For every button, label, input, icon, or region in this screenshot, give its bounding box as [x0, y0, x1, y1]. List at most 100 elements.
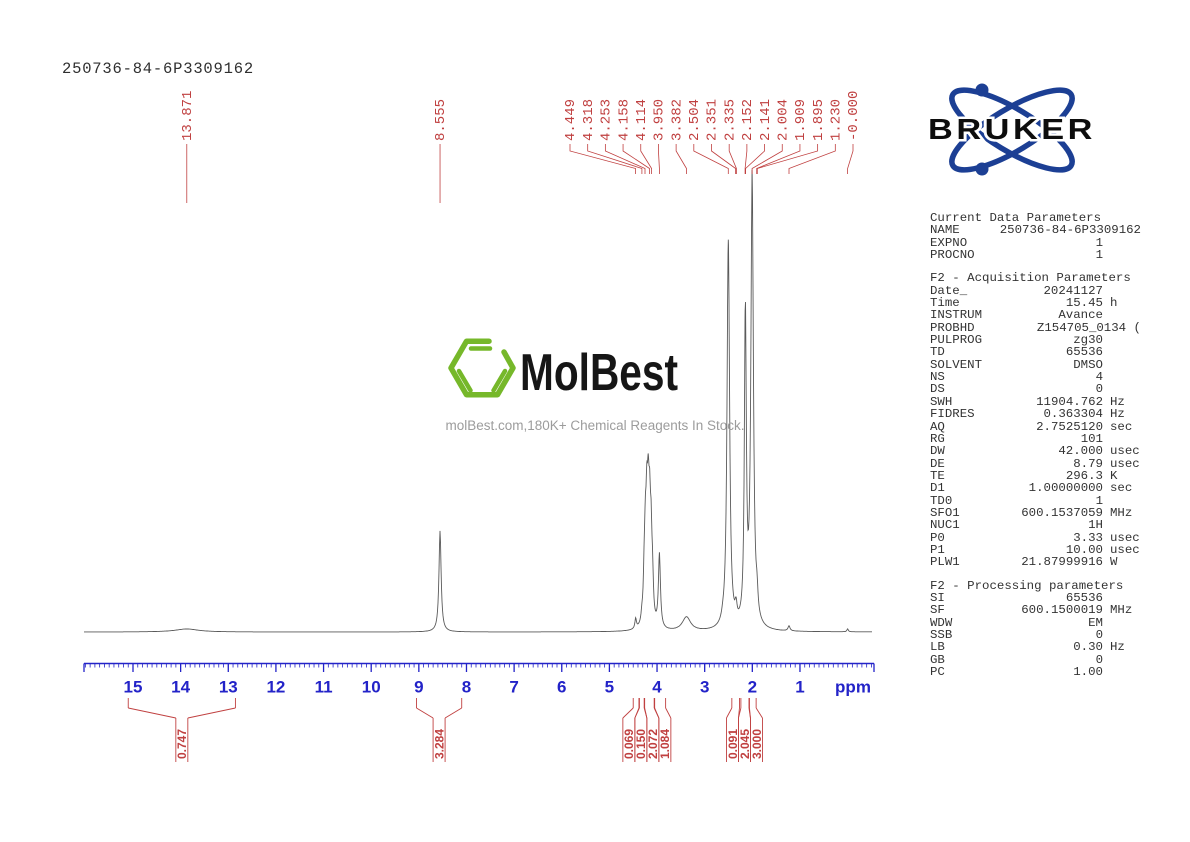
param-row: TD0 1: [930, 494, 1141, 507]
axis-tick-label: 6: [557, 678, 566, 697]
param-value: 101: [1080, 431, 1103, 446]
param-key: SSB: [930, 628, 953, 642]
integral-value-label: 2.072: [646, 729, 660, 759]
param-key: SFO1: [930, 505, 960, 520]
param-value: 10.00: [1065, 542, 1103, 557]
param-value: 600.1537059: [1021, 505, 1103, 520]
peak-shift-label: 4.114: [634, 99, 650, 141]
watermark-tagline: molBest.com,180K+ Chemical Reagents In S…: [445, 418, 745, 433]
param-row: GB 0: [930, 652, 1141, 667]
param-unit: [1103, 309, 1141, 321]
param-row: Time 15.45 h: [930, 296, 1141, 311]
param-unit: [1103, 237, 1141, 249]
param-unit: [1103, 666, 1141, 678]
axis-tick-label: 5: [605, 678, 614, 697]
molbest-watermark: MolBest molBest.com,180K+ Chemical Reage…: [440, 330, 750, 433]
param-key: P1: [930, 542, 945, 557]
param-value: Avance: [1058, 308, 1103, 323]
param-row: PLW1 21.87999916 W: [930, 555, 1141, 570]
param-value: 3.33: [1073, 530, 1103, 545]
integral-value-label: 0.150: [634, 729, 648, 759]
peak-shift-label: 1.230: [829, 99, 845, 141]
integral-bracket: [749, 707, 751, 719]
param-value: 21.87999916: [1021, 555, 1103, 570]
peak-leader-line: [604, 144, 646, 174]
param-value: 2.7525120: [1036, 419, 1103, 434]
param-unit: Hz: [1110, 640, 1125, 655]
param-unit: MHz: [1110, 603, 1133, 618]
peak-shift-label: 4.158: [616, 99, 632, 141]
peak-leader-line: [745, 144, 765, 174]
param-key: FIDRES: [930, 407, 975, 422]
param-row: INSTRUM Avance: [930, 308, 1141, 323]
axis-tick-label: 9: [414, 678, 423, 697]
peak-shift-label: 2.335: [722, 99, 738, 141]
param-row: PROCNO 1: [930, 248, 1141, 263]
param-value: DMSO: [1073, 357, 1103, 372]
peak-leader-line: [711, 144, 736, 174]
param-unit: [1103, 346, 1141, 358]
peak-shift-label: 2.152: [740, 99, 756, 141]
param-unit: [1103, 359, 1141, 371]
peak-shift-label: 2.004: [776, 99, 792, 141]
peak-leader-line: [693, 144, 729, 174]
peak-leader-line: [622, 144, 650, 174]
param-key: EXPNO: [930, 235, 968, 250]
peak-leader-line: [728, 144, 737, 174]
param-row: EXPNO 1: [930, 235, 1141, 250]
param-key: RG: [930, 431, 945, 446]
param-unit: h: [1110, 296, 1118, 311]
benzene-hexagon-icon: [448, 338, 516, 398]
param-unit: usec: [1110, 444, 1140, 459]
param-unit: [1103, 383, 1141, 395]
param-key: DS: [930, 382, 945, 397]
param-row: SF 600.1500019 MHz: [930, 603, 1141, 618]
axis-tick-label: 2: [748, 678, 757, 697]
peak-leader-line: [847, 144, 854, 174]
param-row: DW 42.000 usec: [930, 444, 1141, 459]
param-unit: Hz: [1110, 394, 1125, 409]
peak-leader-line: [756, 144, 801, 174]
param-unit: sec: [1110, 481, 1133, 496]
axis-tick-label: 3: [700, 678, 709, 697]
param-unit: Hz: [1110, 407, 1125, 422]
peak-leader-line: [788, 144, 836, 174]
integral-bracket: [644, 707, 648, 719]
axis-tick-label: 15: [124, 678, 143, 697]
axis-tick-label: 12: [266, 678, 285, 697]
peak-leader-line: [640, 144, 652, 174]
param-value: 11904.762: [1036, 394, 1103, 409]
param-key: PLW1: [930, 555, 960, 570]
param-value: 0: [1095, 652, 1103, 667]
param-unit: sec: [1110, 419, 1133, 434]
param-key: Date_: [930, 283, 968, 298]
peak-shift-label: 1.895: [811, 99, 827, 141]
param-unit: K: [1110, 468, 1118, 483]
param-unit: [1103, 371, 1141, 383]
param-key: AQ: [930, 419, 945, 434]
param-section-header: Current Data Parameters: [930, 211, 1102, 225]
param-unit: W: [1110, 555, 1118, 570]
axis-unit-label: ppm: [835, 678, 871, 697]
axis-tick-label: 8: [462, 678, 471, 697]
axis-tick-label: 1: [795, 678, 804, 697]
param-key: PROCNO: [930, 248, 975, 263]
param-value: 15.45: [1065, 296, 1103, 311]
param-row: SSB 0: [930, 628, 1141, 642]
param-key: TD: [930, 345, 945, 360]
param-value: 0: [1095, 382, 1103, 397]
param-row: PULPROG zg30: [930, 334, 1141, 347]
param-section-header: F2 - Processing parameters: [930, 578, 1124, 593]
peak-shift-label: 3.950: [652, 99, 668, 141]
peak-shift-label: 4.449: [563, 99, 579, 141]
param-value: 20241127: [1043, 283, 1104, 298]
peak-shift-label: 4.253: [599, 99, 615, 141]
integral-value-label: 0.091: [726, 729, 740, 759]
param-value: 1: [1095, 235, 1103, 250]
integral-value-label: 3.000: [750, 729, 764, 759]
axis-tick-label: 10: [362, 678, 381, 697]
bruker-wordmark: BRUKER: [928, 114, 1096, 146]
peak-leader-line: [675, 144, 687, 174]
